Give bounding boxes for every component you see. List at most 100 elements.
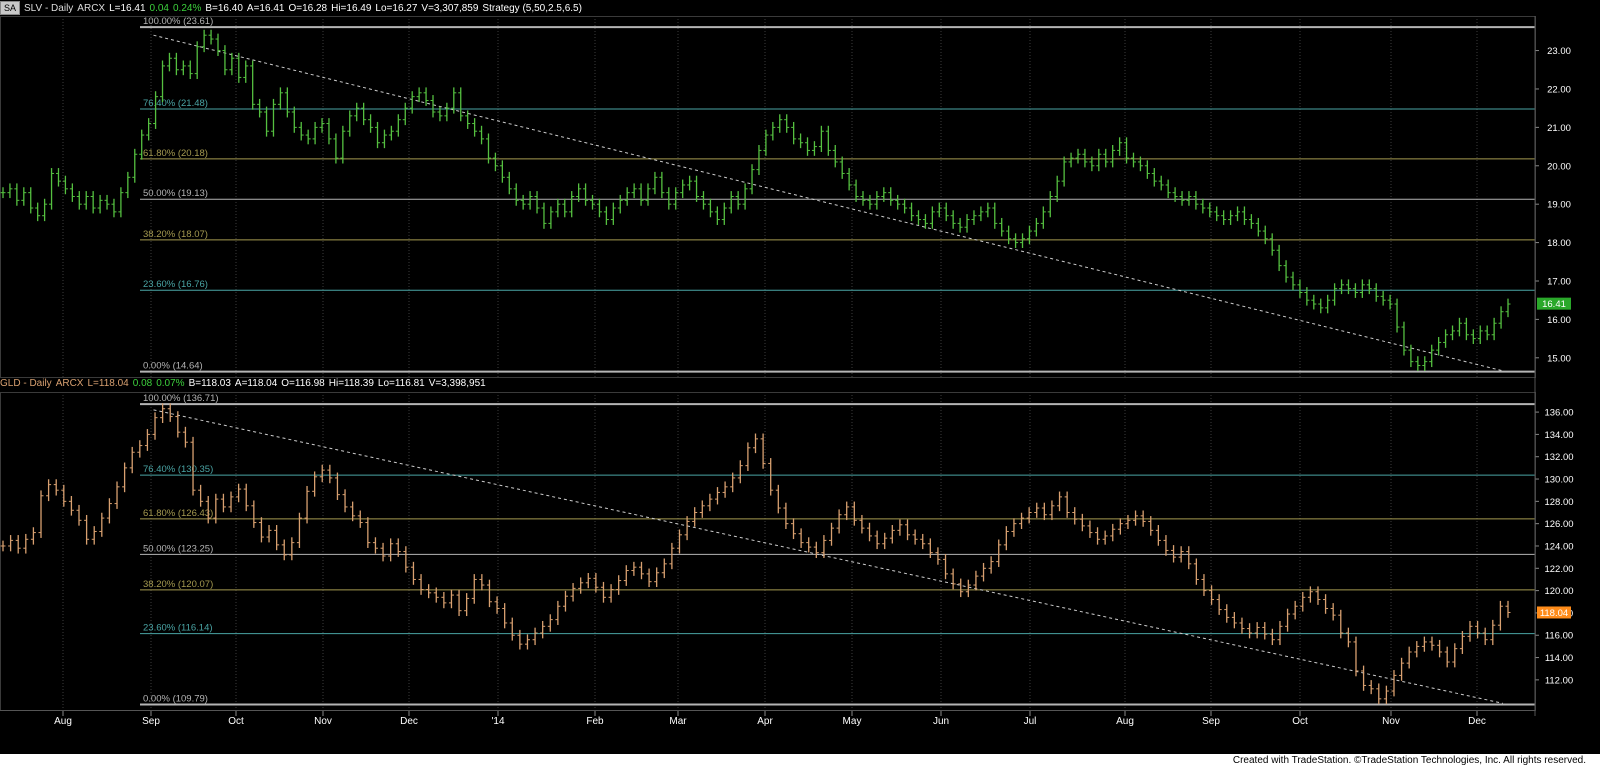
slv-bar xyxy=(326,118,332,145)
gld-bar xyxy=(1490,619,1496,646)
slv-bar xyxy=(860,191,866,206)
gld-bar xyxy=(707,493,713,512)
slv-lo: Lo=16.27 xyxy=(375,3,418,14)
slv-bar xyxy=(160,60,166,103)
gld-bar xyxy=(296,512,302,548)
slv-bar xyxy=(1429,344,1435,368)
gld-bar xyxy=(661,558,667,579)
slv-bar xyxy=(791,121,797,145)
slv-bar xyxy=(451,87,457,114)
gld-bar xyxy=(1057,491,1063,512)
slv-bar xyxy=(215,33,221,56)
slv-fib-label-1: 76.40% (21.48) xyxy=(143,98,208,109)
slv-bar xyxy=(818,125,824,152)
slv-bar xyxy=(194,41,200,80)
slv-fib-label-5: 23.60% (16.76) xyxy=(143,279,208,290)
slv-bar xyxy=(1290,271,1296,291)
gld-bar xyxy=(456,589,462,617)
slv-bar xyxy=(659,171,665,199)
slv-bar xyxy=(506,171,512,195)
slv-bar xyxy=(42,198,48,222)
gld-bar xyxy=(1368,680,1374,695)
gld-bar xyxy=(1285,608,1291,632)
slv-bar xyxy=(83,191,89,210)
gld-fib-label-4: 38.20% (120.07) xyxy=(143,579,213,590)
slv-bar xyxy=(1144,160,1150,179)
slv-bar xyxy=(645,183,651,206)
gld-bar xyxy=(1087,520,1093,538)
slv-bar xyxy=(139,129,145,160)
x-tick-label-6: Feb xyxy=(586,716,604,727)
gld-bar xyxy=(1193,558,1199,585)
slv-bar xyxy=(409,91,415,114)
slv-bar xyxy=(742,183,748,210)
gld-bar xyxy=(684,516,690,541)
slv-open: O=16.28 xyxy=(288,3,328,14)
gld-pct: 0.07% xyxy=(156,378,185,389)
slv-bar xyxy=(1248,214,1254,229)
slv-fib-label-3: 50.00% (19.13) xyxy=(143,188,208,199)
slv-bar xyxy=(825,125,831,156)
slv-bar xyxy=(1283,260,1289,283)
slv-bar xyxy=(631,183,637,199)
gld-ytick-label-1: 134.00 xyxy=(1544,430,1573,441)
x-tick-label-3: Nov xyxy=(314,716,332,727)
gld-bar xyxy=(1421,636,1427,652)
gld-bar xyxy=(61,484,67,507)
gld-bar xyxy=(1307,586,1313,603)
gld-bar xyxy=(312,471,318,497)
x-tick-label-5: '14 xyxy=(491,716,504,727)
slv-bar xyxy=(1124,137,1130,164)
gld-bar xyxy=(175,411,181,438)
slv-bar xyxy=(1359,279,1365,298)
slv-bar xyxy=(291,106,297,133)
gld-bar xyxy=(509,617,515,641)
slv-bar xyxy=(569,191,575,218)
gld-bar xyxy=(1163,535,1169,556)
slv-bar xyxy=(62,175,68,195)
slv-bar xyxy=(1325,294,1331,314)
slv-bar xyxy=(1110,144,1116,168)
slv-bar xyxy=(1172,187,1178,202)
x-tick-label-16: Dec xyxy=(1468,716,1486,727)
gld-bar xyxy=(266,525,272,543)
gld-bar xyxy=(76,504,82,526)
slv-bar xyxy=(1020,233,1026,249)
gld-bar xyxy=(319,464,325,483)
gld-bar xyxy=(867,522,873,542)
gld-bar xyxy=(182,426,188,448)
slv-symbol: SLV - Daily xyxy=(24,3,74,14)
gld-bar xyxy=(654,567,660,588)
slv-exchange: ARCX xyxy=(77,3,106,14)
slv-bar xyxy=(1033,217,1039,237)
gld-bar xyxy=(912,529,918,545)
sa-button[interactable]: SA xyxy=(0,1,21,15)
slv-bar xyxy=(1214,206,1220,222)
gld-fib-label-2: 61.80% (126.43) xyxy=(143,508,213,519)
gld-bar xyxy=(15,535,21,554)
slv-bar xyxy=(1013,233,1019,249)
gld-fib-label-5: 23.60% (116.14) xyxy=(143,623,213,634)
slv-ytick-label-4: 19.00 xyxy=(1547,200,1571,211)
slv-bar xyxy=(617,194,623,214)
gld-lo: Lo=116.81 xyxy=(377,378,425,389)
gld-bar xyxy=(99,512,105,537)
slv-ytick-label-6: 17.00 xyxy=(1547,276,1571,287)
gld-bar xyxy=(8,535,14,552)
gld-bar xyxy=(38,490,44,538)
slv-bar xyxy=(1082,148,1088,168)
slv-bar xyxy=(319,118,325,133)
gld-bar xyxy=(243,483,249,512)
gld-change: 0.08 xyxy=(132,378,153,389)
gld-bar xyxy=(365,517,371,548)
gld-bar xyxy=(220,493,226,513)
slv-bar xyxy=(375,121,381,149)
gld-bar xyxy=(1095,527,1101,545)
slv-bar xyxy=(270,98,276,137)
gld-bar xyxy=(129,446,135,474)
gld-bar xyxy=(281,539,287,561)
slv-bar xyxy=(513,183,519,206)
gld-panel-frame xyxy=(0,392,1536,711)
gld-bar xyxy=(874,530,880,550)
slv-bar xyxy=(458,87,464,122)
